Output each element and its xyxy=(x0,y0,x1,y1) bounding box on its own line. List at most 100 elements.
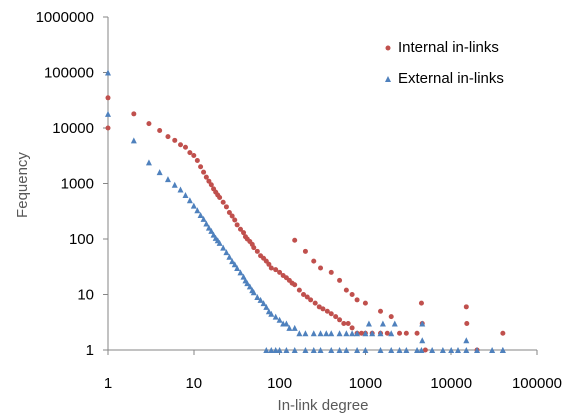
internal-in-links-point xyxy=(217,194,223,200)
internal-in-links-point xyxy=(187,150,193,156)
external-in-links-point xyxy=(474,347,481,353)
external-in-links-point xyxy=(302,347,309,353)
external-in-links-point xyxy=(272,313,279,320)
internal-in-links-point xyxy=(194,157,200,163)
internal-in-links-point xyxy=(254,248,260,254)
external-in-links-point xyxy=(499,347,506,353)
external-in-links-point xyxy=(419,337,426,344)
internal-in-links-point xyxy=(500,330,506,336)
internal-in-links-point xyxy=(308,297,314,303)
internal-in-links-point xyxy=(172,137,178,143)
internal-in-links-point xyxy=(273,267,279,273)
external-in-links-point xyxy=(272,347,279,353)
external-in-links-point xyxy=(323,330,330,337)
internal-in-links-point xyxy=(328,269,334,275)
legend: Internal in-links External in-links xyxy=(385,39,504,87)
external-in-links-point xyxy=(349,330,356,337)
internal-in-links-point xyxy=(318,265,324,271)
internal-in-links-point xyxy=(226,210,232,216)
external-in-links-point xyxy=(388,347,395,353)
internal-in-links-point xyxy=(345,321,351,327)
y-axis-title: Fequency xyxy=(14,152,31,218)
internal-in-links-point xyxy=(237,226,243,232)
legend-label: Internal in-links xyxy=(398,39,499,56)
y-tick-label: 10 xyxy=(77,287,94,304)
internal-in-links-point xyxy=(292,282,298,288)
internal-in-links-point xyxy=(341,321,347,327)
external-in-links-point xyxy=(391,320,398,327)
y-tick-label: 100 xyxy=(69,231,94,248)
external-in-links-point xyxy=(263,347,270,353)
external-in-links-point xyxy=(317,347,324,353)
internal-in-links-point xyxy=(105,125,111,131)
external-in-links-point xyxy=(362,330,369,337)
internal-in-links-point xyxy=(223,204,229,210)
y-tick-label: 10000 xyxy=(52,120,94,137)
legend-external-in-links: External in-links xyxy=(385,70,504,87)
internal-in-links-point xyxy=(316,304,322,310)
external-in-links-point xyxy=(296,330,303,337)
internal-in-links-point xyxy=(311,258,317,264)
internal-in-links-point xyxy=(302,248,308,254)
external-in-links-point xyxy=(260,300,267,307)
internal-in-links-point xyxy=(324,308,330,314)
internal-in-links-point xyxy=(463,304,469,310)
external-in-links-point xyxy=(377,347,384,353)
internal-in-links-point xyxy=(328,311,334,317)
external-in-links-point xyxy=(328,330,335,337)
external-in-links-point xyxy=(276,347,283,353)
external-in-links-point xyxy=(343,347,350,353)
internal-in-links-point xyxy=(301,292,307,297)
internal-in-links-point xyxy=(388,314,394,320)
x-tick-label: 10000 xyxy=(430,375,472,392)
internal-in-links-point xyxy=(203,174,209,180)
external-in-links-point xyxy=(268,310,275,317)
external-in-links-point xyxy=(257,296,264,303)
external-in-links-point xyxy=(254,294,261,301)
x-tick-label: 1 xyxy=(104,375,112,392)
external-in-links-point xyxy=(182,192,189,199)
external-in-links-point xyxy=(220,244,227,251)
internal-in-links-point xyxy=(349,325,355,331)
external-in-links-point xyxy=(310,347,317,353)
x-tick-label: 100000 xyxy=(512,375,562,392)
external-in-links-series xyxy=(105,69,506,353)
y-tick-label: 1 xyxy=(86,342,94,359)
internal-in-links-point xyxy=(234,222,240,228)
external-in-links-point xyxy=(171,181,178,188)
external-in-links-point xyxy=(208,227,215,234)
external-in-links-point xyxy=(164,176,171,183)
legend-marker-circle xyxy=(385,45,391,51)
legend-internal-in-links: Internal in-links xyxy=(385,39,499,56)
internal-in-links-point xyxy=(312,300,318,306)
external-in-links-point xyxy=(190,202,197,209)
external-in-links-point xyxy=(317,330,324,337)
external-in-links-point xyxy=(234,265,241,272)
external-in-links-point xyxy=(145,159,152,166)
internal-in-links-point xyxy=(229,213,235,219)
external-in-links-point xyxy=(105,69,111,76)
y-tick-label: 1000000 xyxy=(36,9,94,26)
internal-in-links-point xyxy=(292,237,298,243)
external-in-links-point xyxy=(244,280,251,287)
internal-in-links-point xyxy=(251,245,257,251)
internal-in-links-point xyxy=(384,330,390,336)
external-in-links-point xyxy=(310,330,317,337)
external-in-links-point xyxy=(177,186,184,193)
external-in-links-point xyxy=(156,169,163,176)
x-tick-label: 1000 xyxy=(349,375,382,392)
external-in-links-point xyxy=(291,324,298,331)
external-in-links-point xyxy=(283,347,290,353)
external-in-links-point xyxy=(418,347,425,353)
external-in-links-point xyxy=(429,347,436,353)
external-in-links-point xyxy=(263,303,270,310)
external-in-links-point xyxy=(365,320,372,327)
internal-in-links-point xyxy=(337,277,343,283)
data-points xyxy=(105,69,506,353)
external-in-links-point xyxy=(369,330,376,337)
external-in-links-point xyxy=(246,283,253,290)
external-in-links-point xyxy=(377,330,384,337)
external-in-links-point xyxy=(186,197,193,204)
external-in-links-point xyxy=(463,337,470,344)
external-in-links-point xyxy=(237,269,244,276)
